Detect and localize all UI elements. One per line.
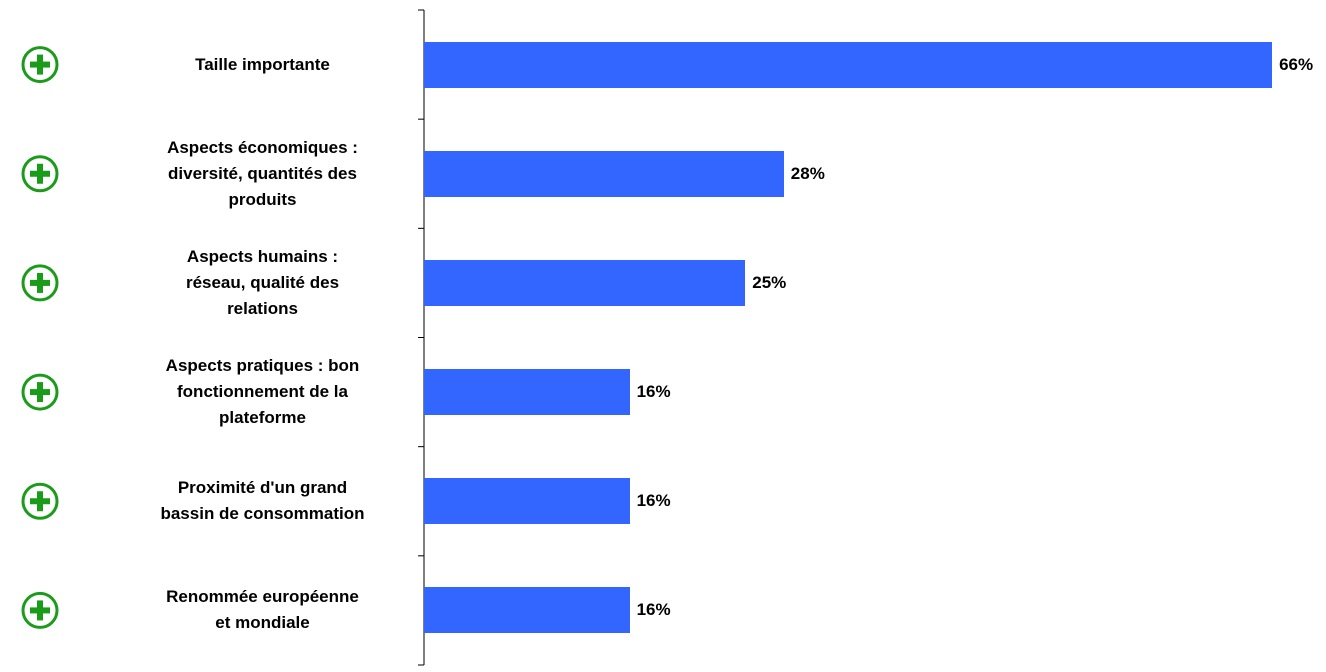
plus-v <box>37 163 43 184</box>
category-label: Aspects économiques : diversité, quantit… <box>167 137 358 209</box>
plus-icon <box>21 46 59 84</box>
plus-v <box>37 382 43 403</box>
plus-icon <box>21 155 59 193</box>
plus-icon <box>21 264 59 302</box>
bar <box>424 587 630 634</box>
bar <box>424 150 784 197</box>
category-label: Renommée européenne et mondiale <box>166 587 359 633</box>
value-label: 66% <box>1279 54 1314 74</box>
value-label: 25% <box>752 272 787 292</box>
category-label: Aspects pratiques : bon fonctionnement d… <box>165 356 360 428</box>
plus-icon <box>21 591 59 629</box>
bar <box>424 369 630 416</box>
plus-v <box>37 600 43 621</box>
category-label: Proximité d'un grand bassin de consommat… <box>160 478 365 524</box>
plus-v <box>37 272 43 293</box>
category-label: Taille importante <box>195 54 330 74</box>
plus-v <box>37 491 43 512</box>
bar <box>424 259 746 306</box>
value-label: 16% <box>636 382 671 402</box>
bar <box>424 41 1273 88</box>
bar <box>424 478 630 525</box>
plus-v <box>37 54 43 75</box>
category-label: Aspects humains : réseau, qualité des re… <box>185 246 340 318</box>
value-label: 28% <box>790 163 825 183</box>
value-label: 16% <box>636 600 671 620</box>
value-label: 16% <box>636 491 671 511</box>
plus-icon <box>21 373 59 411</box>
plus-icon <box>21 482 59 520</box>
